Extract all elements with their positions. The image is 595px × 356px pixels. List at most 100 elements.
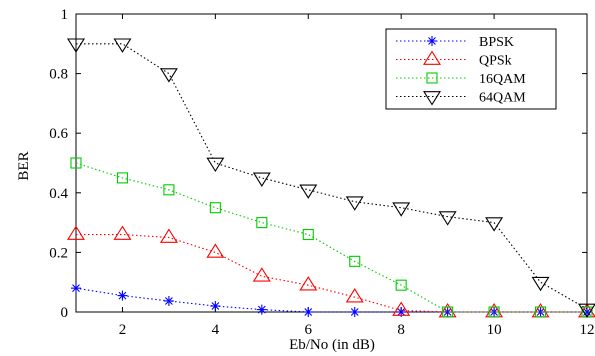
y-tick-label: 0.6 <box>49 126 68 142</box>
marker-shape <box>534 306 547 318</box>
x-tick-label: 8 <box>397 322 405 338</box>
marker-stroke <box>350 308 359 316</box>
data-point-bpsk <box>71 283 81 294</box>
data-point-qpsk <box>345 288 364 303</box>
legend-marker <box>426 72 438 84</box>
marker-shape <box>392 301 411 316</box>
data-point-qpsk <box>159 228 178 243</box>
legend-item-bpsk: BPSK <box>396 35 514 50</box>
marker-shape <box>67 38 85 53</box>
series-64qam <box>67 38 595 319</box>
marker-stroke <box>165 297 173 305</box>
y-tick-label: 0.2 <box>49 245 68 261</box>
marker-stroke <box>428 37 436 45</box>
legend-item-16qam: 16QAM <box>396 72 526 87</box>
x-tick-label: 12 <box>580 322 595 338</box>
data-point-64qam <box>299 184 318 199</box>
data-point-16qam <box>163 184 175 196</box>
marker-stroke <box>72 284 80 293</box>
marker-shape <box>159 68 178 83</box>
marker-shape <box>423 50 441 65</box>
data-point-16qam <box>488 306 500 318</box>
marker-stroke <box>304 308 313 316</box>
series-qpsk <box>67 225 595 318</box>
legend-label: QPSk <box>479 54 512 69</box>
marker-shape <box>116 172 129 184</box>
x-axis-label: Eb/No (in dB) <box>289 337 375 353</box>
data-point-16qam <box>209 202 221 214</box>
data-point-64qam <box>578 303 595 319</box>
marker-shape <box>159 228 178 243</box>
data-point-64qam <box>392 202 411 217</box>
legend-label: BPSK <box>479 35 514 50</box>
marker-shape <box>395 279 407 291</box>
marker-shape <box>67 225 85 240</box>
legend-item-qpsk: QPSk <box>396 50 512 69</box>
data-point-64qam <box>159 68 178 83</box>
data-point-16qam <box>302 228 314 241</box>
data-point-64qam <box>206 157 225 173</box>
marker-shape <box>488 306 500 318</box>
data-point-qpsk <box>113 225 132 240</box>
y-tick-label: 0.8 <box>49 67 68 83</box>
marker-shape <box>345 288 364 303</box>
series-line-16qam <box>75 162 587 313</box>
plot-area: 2 4 6 8 10 12 0 0.2 0.4 0.6 0.8 1 BPSK QPSk 16QAM 64QAM <box>49 7 595 338</box>
series-line-qpsk <box>76 233 587 313</box>
x-tick-label: 10 <box>487 322 502 338</box>
legend-label: 64QAM <box>479 91 526 106</box>
data-point-qpsk <box>252 267 271 282</box>
legend: BPSK QPSk 16QAM 64QAM <box>385 28 557 110</box>
legend-label: 16QAM <box>479 72 526 87</box>
data-point-64qam <box>67 38 85 53</box>
marker-stroke <box>211 302 220 310</box>
marker-shape <box>299 184 318 199</box>
data-point-16qam <box>70 157 82 169</box>
marker-shape <box>70 157 82 169</box>
marker-shape <box>113 38 132 53</box>
series-line-bpsk <box>75 287 587 313</box>
data-point-64qam <box>252 172 271 187</box>
marker-shape <box>485 217 504 232</box>
data-point-bpsk <box>117 290 128 301</box>
marker-shape <box>252 267 271 282</box>
marker-shape <box>299 276 318 291</box>
data-point-bpsk <box>303 307 314 317</box>
marker-shape <box>345 196 364 211</box>
marker-shape <box>349 255 361 267</box>
marker-shape <box>442 306 454 318</box>
legend-marker <box>427 36 437 46</box>
series-16qam <box>70 157 593 318</box>
marker-shape <box>209 202 221 214</box>
data-point-16qam <box>395 279 407 291</box>
legend-marker <box>423 91 441 106</box>
data-point-qpsk <box>206 243 225 258</box>
marker-shape <box>578 303 595 319</box>
y-tick-label: 0.4 <box>49 186 68 202</box>
marker-shape <box>423 91 441 106</box>
marker-shape <box>256 217 268 229</box>
marker-shape <box>438 211 457 226</box>
x-tick-label: 4 <box>212 322 220 338</box>
marker-shape <box>206 157 225 173</box>
data-point-16qam <box>116 172 129 184</box>
legend-marker <box>423 50 441 65</box>
data-point-qpsk <box>67 225 85 240</box>
data-point-64qam <box>345 196 364 211</box>
data-point-qpsk <box>299 276 318 291</box>
marker-shape <box>252 172 271 187</box>
data-point-bpsk <box>256 304 267 315</box>
marker-stroke <box>257 305 266 314</box>
marker-shape <box>531 276 550 292</box>
data-point-16qam <box>256 217 268 229</box>
data-point-bpsk <box>210 301 221 312</box>
marker-stroke <box>397 308 406 316</box>
data-point-64qam <box>438 211 457 226</box>
marker-shape <box>302 228 314 241</box>
marker-shape <box>163 184 175 196</box>
data-point-64qam <box>531 276 550 292</box>
data-point-16qam <box>534 306 547 318</box>
marker-stroke <box>583 308 591 316</box>
y-tick-label: 0 <box>61 305 69 321</box>
legend-item-64qam: 64QAM <box>396 91 526 106</box>
